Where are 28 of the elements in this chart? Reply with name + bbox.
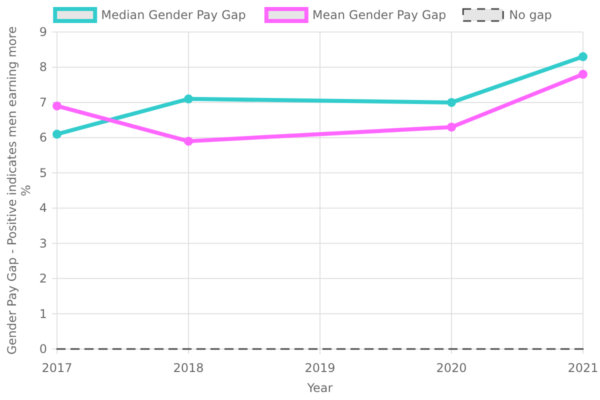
legend-label: Mean Gender Pay Gap xyxy=(312,8,446,22)
legend-label: No gap xyxy=(509,8,552,22)
y-tick-label: 9 xyxy=(39,25,47,39)
x-axis-title: Year xyxy=(306,381,333,395)
y-tick-label: 5 xyxy=(39,166,47,180)
y-tick-label: 6 xyxy=(39,130,47,145)
point xyxy=(578,52,588,62)
x-tick-label: 2021 xyxy=(568,361,598,375)
y-tick-label: 4 xyxy=(39,201,47,216)
x-tick-label: 2017 xyxy=(42,361,72,375)
x-tick-label: 2019 xyxy=(304,361,336,375)
legend-label: Median Gender Pay Gap xyxy=(101,8,246,22)
y-axis-title: Gender Pay Gap - Positive indicates men earning more % xyxy=(5,26,33,355)
point xyxy=(52,130,62,139)
point xyxy=(52,101,62,110)
point xyxy=(184,136,193,146)
y-tick-label: 2 xyxy=(39,272,47,286)
point xyxy=(184,94,193,104)
point xyxy=(447,98,456,107)
y-tick-label: 3 xyxy=(39,236,47,250)
x-tick-label: 2020 xyxy=(436,361,467,375)
point xyxy=(578,70,588,79)
y-tick-label: 1 xyxy=(39,306,47,321)
y-tick-label: 0 xyxy=(39,342,47,356)
point xyxy=(447,122,456,132)
y-tick-label: 7 xyxy=(39,95,47,110)
y-tick-label: 8 xyxy=(39,60,47,74)
x-tick-label: 2018 xyxy=(173,361,204,375)
